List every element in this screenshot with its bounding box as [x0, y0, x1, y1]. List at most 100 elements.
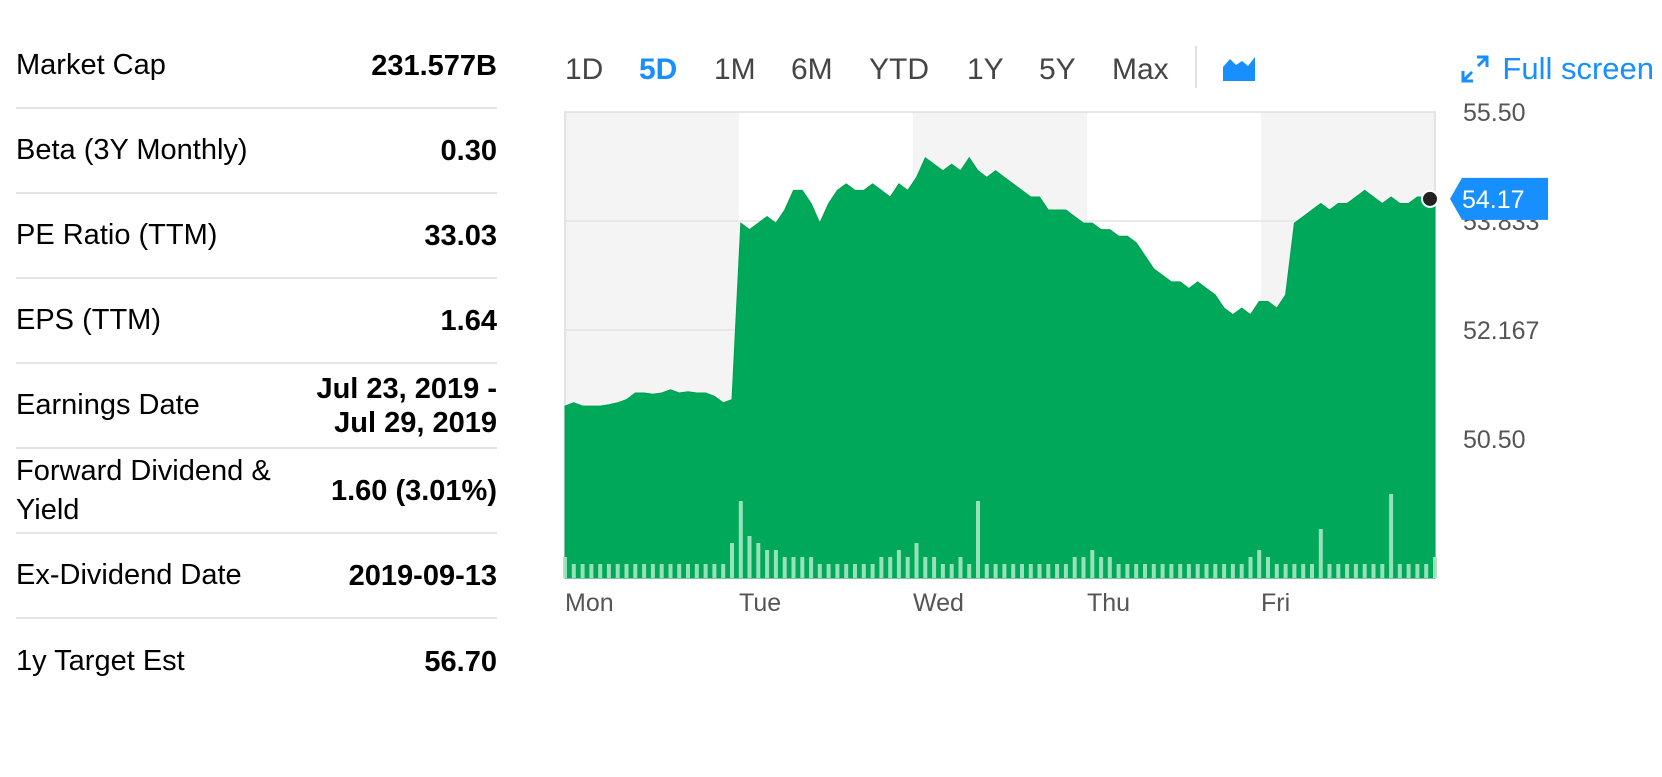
volume-bar: [932, 557, 937, 578]
volume-bar: [1116, 564, 1121, 578]
volume-bar: [563, 557, 567, 578]
volume-bar: [1011, 564, 1016, 578]
volume-bar: [721, 564, 726, 578]
plot-frame: [564, 111, 1436, 579]
volume-bar: [1327, 564, 1332, 578]
volume-bar: [686, 564, 690, 578]
volume-bar: [791, 557, 796, 578]
stat-value: 1.64: [440, 304, 497, 337]
toolbar-divider: [1195, 46, 1197, 88]
price-area: [564, 156, 1436, 579]
volume-bar: [1002, 564, 1007, 578]
volume-bar: [1046, 564, 1051, 578]
volume-bar: [642, 564, 647, 578]
volume-bar: [694, 564, 699, 578]
volume-bar: [1292, 564, 1297, 578]
volume-bar: [861, 564, 866, 578]
stat-label: Beta (3Y Monthly): [16, 134, 248, 166]
volume-bar: [1230, 564, 1235, 578]
volume-bar: [668, 564, 673, 578]
volume-bar: [747, 536, 752, 578]
volume-bar: [1222, 564, 1227, 578]
volume-bar: [1406, 564, 1411, 578]
volume-bar: [615, 564, 620, 578]
volume-bar: [879, 557, 884, 578]
stat-row: Forward Dividend & Yield 1.60 (3.01%): [16, 449, 497, 534]
stat-value: 231.577B: [371, 49, 497, 82]
volume-bar: [589, 564, 594, 578]
volume-bar: [1301, 564, 1306, 578]
volume-bar: [1160, 564, 1165, 578]
range-tab-max[interactable]: Max: [1112, 53, 1169, 86]
stat-row: 1y Target Est 56.70: [16, 619, 497, 704]
volume-bar: [571, 564, 576, 578]
volume-bar: [1169, 564, 1174, 578]
volume-bar: [826, 564, 831, 578]
last-price-dot: [1421, 189, 1439, 208]
volume-bar: [659, 564, 664, 578]
volume-bar: [1020, 564, 1024, 578]
x-tick-label: Fri: [1261, 589, 1290, 617]
last-price-label: 54.17: [1462, 186, 1525, 214]
volume-bar: [624, 564, 629, 578]
volume-bar: [800, 557, 805, 578]
volume-bar: [1336, 564, 1341, 578]
volume-bar: [1090, 550, 1095, 578]
volume-bar: [940, 564, 945, 578]
day-band: [565, 112, 739, 578]
volume-bar: [1397, 564, 1402, 578]
volume-bar: [773, 550, 778, 578]
x-tick-label: Thu: [1087, 589, 1130, 617]
y-tick-label: 55.50: [1463, 99, 1526, 127]
volume-bar: [1037, 564, 1042, 578]
chart-toolbar: Full screen 1D 5D 1M 6M YTD 1Y 5Y Max: [565, 44, 1662, 94]
volume-bar: [1424, 564, 1429, 578]
full-screen-button[interactable]: Full screen: [1460, 51, 1654, 87]
volume-bar: [923, 557, 928, 578]
key-statistics-table: Market Cap 231.577B Beta (3Y Monthly) 0.30 P…: [16, 24, 497, 704]
volume-bar: [967, 564, 972, 578]
volume-bar: [1266, 557, 1270, 578]
volume-bar: [703, 564, 708, 578]
volume-bar: [1380, 564, 1385, 578]
stat-label: PE Ratio (TTM): [16, 219, 218, 251]
volume-bar: [1178, 564, 1183, 578]
range-tab-ytd[interactable]: YTD: [869, 53, 929, 86]
stat-value: 33.03: [424, 219, 497, 252]
volume-bar: [1371, 564, 1376, 578]
volume-bar: [1028, 564, 1033, 578]
volume-bar: [1274, 564, 1279, 578]
range-tab-1m[interactable]: 1M: [714, 53, 756, 86]
volume-bar: [809, 557, 814, 578]
volume-bar: [598, 564, 603, 578]
volume-bar: [1099, 557, 1104, 578]
stat-value: 2019-09-13: [348, 559, 497, 592]
y-tick-label: 50.50: [1463, 426, 1526, 454]
stat-label: EPS (TTM): [16, 304, 161, 336]
range-tab-5y[interactable]: 5Y: [1039, 53, 1076, 86]
volume-bar: [1186, 564, 1191, 578]
volume-bar: [1257, 550, 1262, 578]
volume-bar: [1213, 564, 1218, 578]
range-tab-5d[interactable]: 5D: [639, 53, 678, 86]
volume-bar: [844, 564, 849, 578]
volume-bar: [1195, 564, 1200, 578]
volume-bar: [756, 543, 761, 578]
stat-row: Market Cap 231.577B: [16, 24, 497, 109]
stat-value: 1.60 (3.01%): [330, 474, 497, 507]
volume-bar: [1415, 564, 1420, 578]
volume-bar: [606, 564, 611, 578]
volume-bar: [896, 550, 901, 578]
mountain-chart-icon[interactable]: [1221, 55, 1257, 83]
volume-bar: [1055, 564, 1060, 578]
range-tab-1y[interactable]: 1Y: [967, 53, 1004, 86]
stat-row: Beta (3Y Monthly) 0.30: [16, 109, 497, 194]
range-tab-6m[interactable]: 6M: [791, 53, 833, 86]
stat-row: EPS (TTM) 1.64: [16, 279, 497, 364]
range-tab-1d[interactable]: 1D: [565, 53, 604, 86]
stat-row: PE Ratio (TTM) 33.03: [16, 194, 497, 279]
stat-value: 0.30: [440, 134, 497, 167]
volume-bar: [817, 564, 822, 578]
stat-label: Forward Dividend & Yield: [16, 454, 271, 526]
volume-bar: [1107, 557, 1112, 578]
